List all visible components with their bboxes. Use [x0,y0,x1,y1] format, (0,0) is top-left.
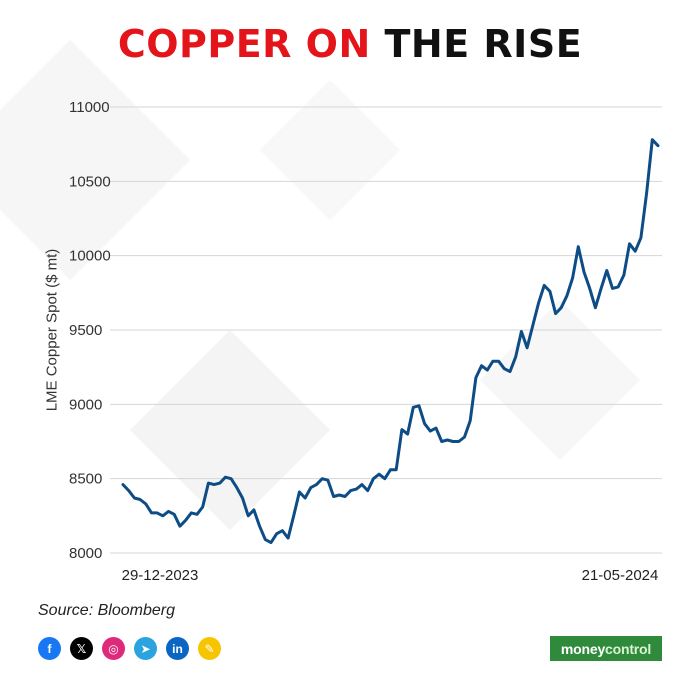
source-note: Source: Bloomberg [38,602,175,619]
y-tick-label: 9500 [69,322,102,339]
title-accent: COPPER ON [117,22,371,66]
y-tick-label: 8000 [69,545,102,562]
y-tick-label: 8500 [69,471,102,488]
facebook-icon[interactable]: f [38,637,61,660]
social-links: f 𝕏 ◎ ➤ in ✎ [38,637,221,660]
chart-title: COPPER ON THE RISE [0,22,700,66]
linkedin-icon[interactable]: in [166,637,189,660]
instagram-icon[interactable]: ◎ [102,637,125,660]
y-tick-label: 10500 [69,173,111,190]
brand-part2: control [605,640,652,657]
x-icon[interactable]: 𝕏 [70,637,93,660]
series-line [121,138,660,545]
y-tick-label: 10000 [69,248,111,265]
brand-logo: money control [550,636,662,661]
koo-icon[interactable]: ✎ [198,637,221,660]
title-rest: THE RISE [370,22,583,66]
y-tick-label: 11000 [69,99,110,116]
telegram-icon[interactable]: ➤ [134,637,157,660]
brand-part1: money [560,640,606,657]
y-tick-label: 9000 [69,396,102,413]
x-tick-label: 29-12-2023 [122,567,199,584]
x-tick-label: 21-05-2024 [582,567,659,584]
